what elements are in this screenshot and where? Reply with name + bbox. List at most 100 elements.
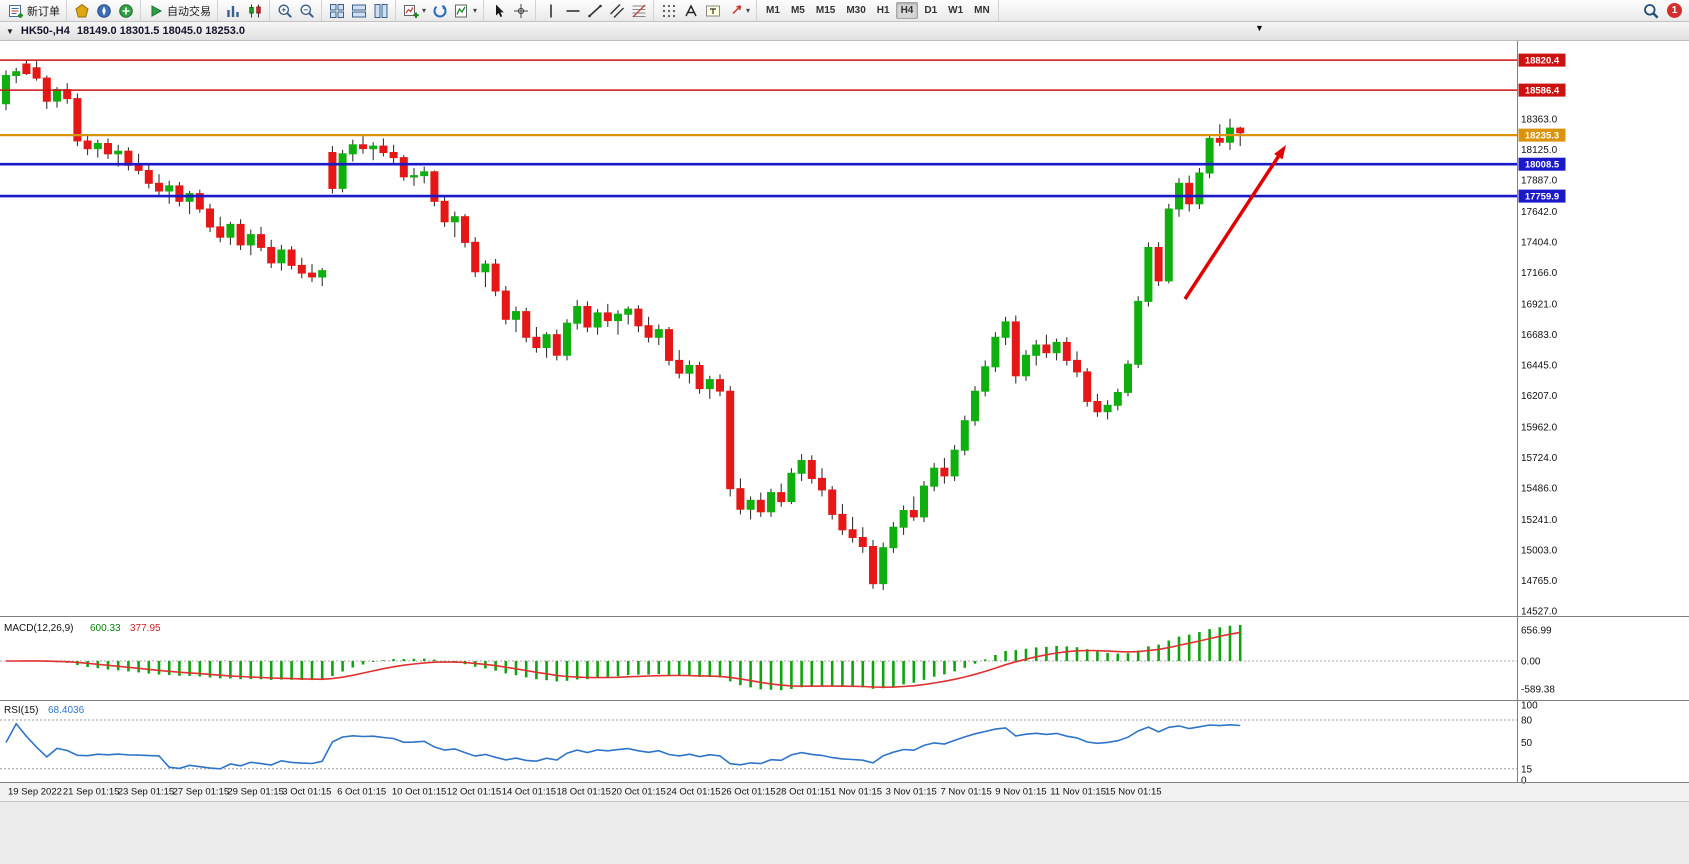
chart-canvas[interactable]: 18363.0 18125.0 17887.0 17642.0 17404.0 17166… <box>0 41 1689 801</box>
horizontal-line-icon <box>565 3 581 19</box>
toolbar-group <box>537 0 655 22</box>
fibonacci-button[interactable] <box>628 0 650 22</box>
rsi-axis-label: 15 <box>1521 764 1533 775</box>
candlestick-chart-icon <box>247 3 263 19</box>
price-tag-label: 17759.9 <box>1525 192 1559 203</box>
new-order-icon <box>8 3 24 19</box>
arrow-annotation[interactable] <box>1183 153 1282 300</box>
crosshair-button[interactable] <box>510 0 532 22</box>
toolbar-right-cluster: 1 <box>1640 0 1687 22</box>
cursor-button[interactable] <box>488 0 510 22</box>
shapes-button[interactable] <box>658 0 680 22</box>
arrange-horizontal-icon <box>373 3 389 19</box>
macd-axis-label: -589.38 <box>1521 684 1555 695</box>
arrange-horizontal-button[interactable] <box>370 0 392 22</box>
rsi-axis-label: 80 <box>1521 716 1533 727</box>
zoom-in-icon <box>277 3 293 19</box>
svg-text:16207.0: 16207.0 <box>1521 391 1558 402</box>
svg-text:16445.0: 16445.0 <box>1521 360 1558 371</box>
zoom-in-button[interactable] <box>274 0 296 22</box>
chart-titlebar[interactable]: ▼ HK50-,H4 18149.0 18301.5 18045.0 18253… <box>0 22 1689 41</box>
trendline-button[interactable] <box>584 0 606 22</box>
candlestick-chart-button[interactable] <box>244 0 266 22</box>
terminal-button[interactable] <box>115 0 137 22</box>
collapse-triangle-icon[interactable]: ▼ <box>6 26 14 36</box>
svg-text:377.95: 377.95 <box>130 623 161 634</box>
market-watch-icon <box>74 3 90 19</box>
chevron-down-icon: ▾ <box>746 6 751 15</box>
toolbar-group: ▾ ▾ <box>397 0 485 22</box>
auto-scroll-button[interactable] <box>429 0 451 22</box>
toolbar-group <box>485 0 537 22</box>
price-axis: 18363.0 18125.0 17887.0 17642.0 17404.0 17166… <box>1521 114 1558 617</box>
svg-text:18363.0: 18363.0 <box>1521 114 1558 125</box>
window-background <box>0 801 1689 864</box>
arrow-object-icon <box>727 3 743 19</box>
timeframe-mn-button[interactable]: MN <box>974 5 990 16</box>
navigator-button[interactable] <box>93 0 115 22</box>
terminal-icon <box>118 3 134 19</box>
rsi-axis-label: 0 <box>1521 776 1527 787</box>
bar-chart-button[interactable] <box>222 0 244 22</box>
search-button[interactable] <box>1640 0 1662 22</box>
svg-text:23 Sep 01:15: 23 Sep 01:15 <box>118 787 175 798</box>
search-icon <box>1643 3 1659 19</box>
rsi-axis-label: 50 <box>1521 738 1533 749</box>
price-tag-label: 18235.3 <box>1525 131 1559 142</box>
text-label-button[interactable] <box>702 0 724 22</box>
svg-text:24 Oct 01:15: 24 Oct 01:15 <box>666 787 720 798</box>
indicators-button[interactable]: ▾ <box>451 0 480 22</box>
new-order-button-label: 新订单 <box>27 5 60 18</box>
trendline-icon <box>587 3 603 19</box>
notification-badge[interactable]: 1 <box>1667 3 1682 18</box>
shapes-grid-icon <box>661 3 677 19</box>
svg-text:29 Sep 01:15: 29 Sep 01:15 <box>227 787 284 798</box>
arrange-vertical-button[interactable] <box>348 0 370 22</box>
price-tag <box>1518 128 1566 142</box>
chevron-down-icon: ▾ <box>473 6 478 15</box>
timeframe-m30-button[interactable]: M30 <box>846 5 866 16</box>
indicators-icon <box>454 3 470 19</box>
timeframe-w1-button[interactable]: W1 <box>948 5 964 16</box>
new-chart-button[interactable]: ▾ <box>400 0 429 22</box>
timeframe-d1-button[interactable]: D1 <box>924 5 938 16</box>
autotrading-icon <box>148 3 164 19</box>
rsi-line <box>5 722 1241 770</box>
macd-axis-label: 656.99 <box>1521 626 1552 637</box>
vertical-line-button[interactable] <box>540 0 562 22</box>
arrows-button[interactable]: ▾ <box>724 0 753 22</box>
price-tag-label: 18008.5 <box>1525 160 1560 171</box>
timeframe-h4-button[interactable]: H4 <box>895 2 919 19</box>
chart-ohlc-values: 18149.0 18301.5 18045.0 18253.0 <box>76 25 246 37</box>
rsi-axis-label: 100 <box>1521 701 1538 712</box>
timeframe-h1-button[interactable]: H1 <box>876 5 890 16</box>
svg-text:16683.0: 16683.0 <box>1521 330 1558 341</box>
svg-text:15486.0: 15486.0 <box>1521 483 1558 494</box>
new-order-button[interactable]: 新订单 <box>5 0 63 22</box>
macd-panel <box>0 625 1517 691</box>
zoom-out-button[interactable] <box>296 0 318 22</box>
channel-button[interactable] <box>606 0 628 22</box>
text-button[interactable] <box>680 0 702 22</box>
svg-text:15003.0: 15003.0 <box>1521 545 1558 556</box>
autotrading-button[interactable]: 自动交易 <box>145 0 214 22</box>
horizontal-line-button[interactable] <box>562 0 584 22</box>
timeframe-m1-button[interactable]: M1 <box>766 5 780 16</box>
macd-label: MACD(12,26,9) 600.33 377.95 <box>4 623 161 634</box>
svg-text:20 Oct 01:15: 20 Oct 01:15 <box>611 787 665 798</box>
market-watch-button[interactable] <box>71 0 93 22</box>
svg-text:14 Oct 01:15: 14 Oct 01:15 <box>502 787 556 798</box>
svg-text:68.4036: 68.4036 <box>48 705 85 716</box>
candlestick-series <box>2 59 1245 591</box>
timeframe-m15-button[interactable]: M15 <box>815 5 836 16</box>
svg-text:26 Oct 01:15: 26 Oct 01:15 <box>721 787 775 798</box>
bar-chart-icon <box>225 3 241 19</box>
svg-text:21 Sep 01:15: 21 Sep 01:15 <box>63 787 120 798</box>
svg-text:15 Nov 01:15: 15 Nov 01:15 <box>1105 787 1162 798</box>
toolbar-group <box>271 0 322 21</box>
timeframe-m5-button[interactable]: M5 <box>790 5 805 16</box>
svg-text:10 Oct 01:15: 10 Oct 01:15 <box>392 787 446 798</box>
tile-windows-button[interactable] <box>326 0 348 22</box>
svg-text:17887.0: 17887.0 <box>1521 175 1558 186</box>
